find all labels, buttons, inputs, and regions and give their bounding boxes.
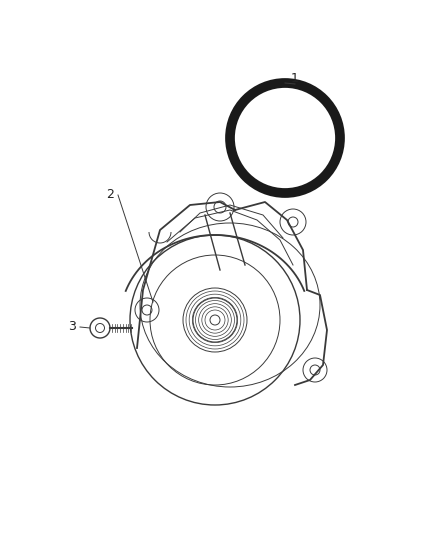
Text: 1: 1 bbox=[291, 71, 299, 85]
Text: 2: 2 bbox=[106, 189, 114, 201]
Text: 3: 3 bbox=[68, 320, 76, 334]
